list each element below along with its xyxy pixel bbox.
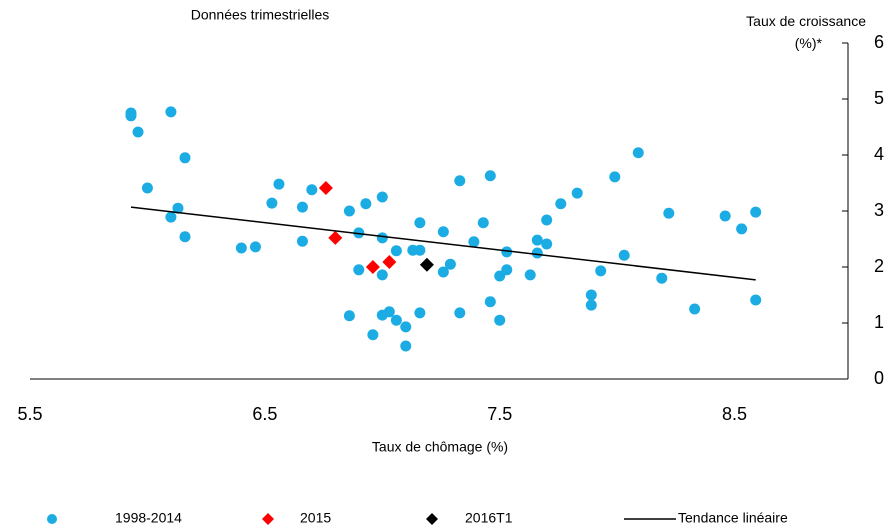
point: [414, 244, 426, 256]
point: [266, 197, 278, 209]
point: [656, 272, 668, 284]
point: [736, 223, 748, 235]
point: [501, 264, 513, 276]
point: [595, 265, 607, 277]
point: [318, 181, 333, 196]
point: [353, 227, 365, 239]
point: [555, 198, 567, 210]
point: [296, 235, 308, 247]
point: [419, 257, 434, 272]
y-tick-label: 2: [874, 256, 884, 276]
point: [400, 321, 412, 333]
y-axis-label: Taux de croissance (%)*: [746, 13, 866, 51]
point: [376, 191, 388, 203]
point: [249, 241, 261, 253]
point: [400, 340, 412, 352]
legend-label: 2015: [300, 510, 331, 526]
trend-line: [130, 206, 756, 281]
point: [454, 307, 466, 319]
point: [468, 236, 480, 248]
point: [376, 232, 388, 244]
x-tick-label: 6.5: [252, 404, 277, 424]
legend-label: Tendance linéaire: [678, 510, 788, 526]
point: [484, 170, 496, 182]
x-axis-label: Taux de chômage (%): [372, 439, 508, 455]
point: [689, 303, 701, 315]
y-tick-label: 6: [874, 32, 884, 52]
point: [663, 207, 675, 219]
y-tick-label: 4: [874, 144, 884, 164]
y-tick-label: 0: [874, 368, 884, 388]
point: [306, 184, 318, 196]
point: [179, 231, 191, 243]
point: [165, 211, 177, 223]
point: [132, 126, 144, 138]
point: [414, 217, 426, 229]
point: [125, 110, 137, 122]
point: [524, 269, 536, 281]
point: [365, 260, 380, 274]
legend-label: 2016T1: [465, 510, 513, 526]
point: [571, 187, 583, 199]
point: [585, 299, 597, 311]
point: [414, 307, 426, 319]
point: [179, 152, 191, 164]
point: [343, 310, 355, 322]
x-tick-label: 7.5: [487, 404, 512, 424]
point: [477, 217, 489, 229]
point: [484, 296, 496, 308]
point: [454, 175, 466, 187]
point: [273, 178, 285, 190]
point: [632, 147, 644, 159]
point: [383, 306, 395, 318]
point: [585, 289, 597, 301]
point: [531, 247, 543, 259]
point: [531, 234, 543, 246]
point: [750, 294, 762, 306]
point: [750, 206, 762, 218]
legend-marker: [426, 513, 438, 525]
y-tick-label: 5: [874, 88, 884, 108]
point: [376, 269, 388, 281]
point: [382, 254, 397, 269]
point: [390, 314, 402, 326]
point: [541, 238, 553, 250]
point: [609, 171, 621, 183]
point: [165, 106, 177, 118]
point: [296, 201, 308, 213]
point: [437, 226, 449, 238]
legend-label: 1998-2014: [115, 510, 182, 526]
point: [437, 266, 449, 278]
point: [501, 246, 513, 258]
point: [444, 258, 456, 270]
point: [328, 230, 343, 245]
y-tick-label: 3: [874, 200, 884, 220]
point: [235, 242, 247, 254]
point: [541, 214, 553, 226]
chart-title: Données trimestrielles: [191, 7, 330, 23]
point: [367, 329, 379, 341]
legend-marker: [262, 513, 274, 525]
point: [141, 182, 153, 194]
y-tick-label: 1: [874, 312, 884, 332]
point: [360, 198, 372, 210]
point: [353, 264, 365, 276]
point: [390, 245, 402, 257]
point: [343, 205, 355, 217]
point: [618, 249, 630, 261]
x-tick-label: 8.5: [722, 404, 747, 424]
point: [172, 202, 184, 214]
point: [494, 314, 506, 326]
x-tick-label: 5.5: [17, 404, 42, 424]
legend-marker: [47, 514, 57, 524]
point: [719, 210, 731, 222]
